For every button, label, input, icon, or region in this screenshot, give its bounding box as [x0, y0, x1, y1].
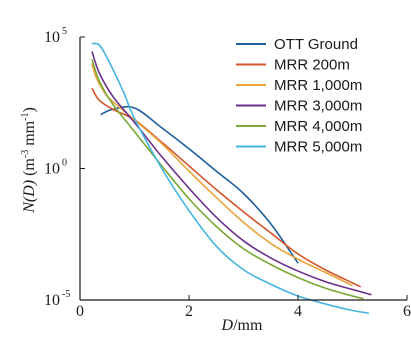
y-tick-label: 10 5 [44, 26, 67, 46]
x-tick-label: 4 [294, 303, 302, 320]
x-tick-label: 0 [76, 303, 84, 320]
series-line-4 [91, 51, 372, 296]
y-tick-label: 10 -5 [44, 289, 70, 309]
legend-label-1: OTT Ground [274, 36, 358, 53]
legend-label-4: MRR 3,000m [274, 98, 362, 115]
series-line-1 [100, 105, 299, 264]
plot-area [91, 42, 372, 314]
series-line-6 [91, 42, 369, 314]
x-axis-label: D/mm [221, 317, 263, 334]
series-line-2 [91, 87, 362, 288]
legend-label-2: MRR 200m [274, 57, 350, 74]
y-tick-label: 10 0 [44, 158, 67, 178]
legend: OTT Ground MRR 200m MRR 1,000m MRR 3,000m MR… [236, 36, 362, 156]
legend-label-3: MRR 1,000m [274, 77, 362, 94]
x-tick-label: 2 [185, 303, 193, 320]
legend-label-5: MRR 4,000m [274, 118, 362, 135]
x-tick-label: 6 [403, 303, 411, 320]
legend-label-6: MRR 5,000m [274, 139, 362, 156]
y-axis-label: N(D) (m-3 mm-1) [20, 107, 38, 214]
series-line-5 [91, 59, 364, 300]
